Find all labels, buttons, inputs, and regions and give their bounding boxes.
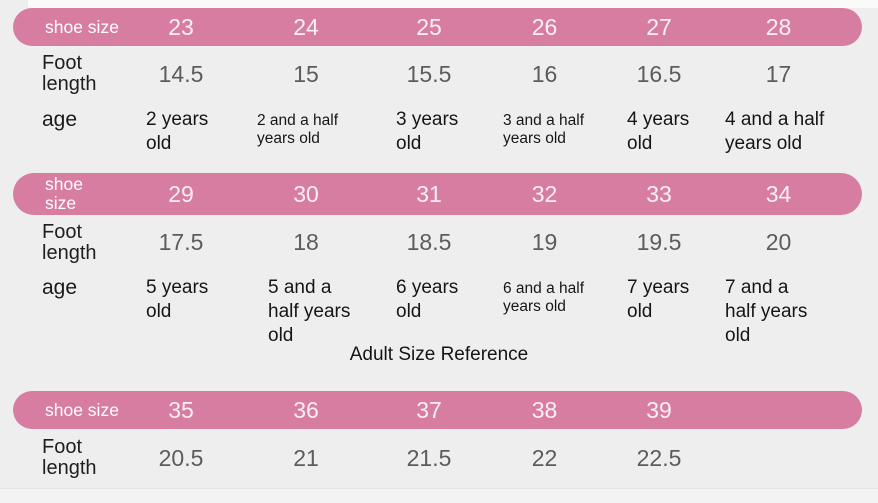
foot-length-row-2: Foot length 17.5 18 18.5 19 19.5 20 [0, 215, 840, 270]
age-cell: 5 and a half years old [268, 277, 351, 346]
size-cell: 29 [168, 180, 194, 207]
foot-length-cell: 21 [293, 444, 319, 471]
age-cell: 6 years old [396, 277, 459, 322]
size-cell: 27 [646, 13, 672, 40]
bottom-strip [0, 488, 878, 503]
foot-length-cell: 17 [765, 60, 792, 87]
size-cell: 28 [765, 13, 792, 40]
age-label: age [42, 108, 78, 131]
kids-size-table-2: shoe size 29 30 31 32 33 34 Foot length … [0, 173, 878, 346]
adult-size-title: Adult Size Reference [349, 344, 529, 365]
kids-size-table-1: shoe size 23 24 25 26 27 28 Foot length … [0, 8, 878, 162]
size-cell: 31 [416, 180, 442, 207]
shoe-size-header-row-1: shoe size 23 24 25 26 27 28 [0, 8, 878, 46]
top-strip [28, 0, 878, 8]
foot-length-cell: 22 [531, 444, 558, 471]
foot-length-cell: 21.5 [406, 444, 452, 471]
foot-length-cell: 20 [765, 229, 792, 255]
pink-header-bar [13, 8, 862, 46]
foot-length-row-1: Foot length 14.5 15 15.5 16 16.5 17 [0, 46, 840, 102]
shoe-size-header-row-3: shoe size 35 36 37 38 39 [0, 391, 878, 429]
size-cell: 25 [416, 13, 442, 40]
shoe-size-label: shoe size [45, 174, 83, 213]
foot-length-cell: 15 [293, 60, 319, 87]
age-cell: 3 years old [396, 109, 459, 154]
size-cell: 39 [646, 396, 672, 423]
size-cell: 38 [531, 396, 558, 423]
adult-size-table: shoe size 35 36 37 38 39 Foot length 20.… [0, 391, 878, 487]
pink-header-bar [13, 173, 862, 215]
foot-length-cell: 18.5 [406, 229, 452, 255]
age-cell: 5 years old [146, 277, 209, 322]
foot-length-cell: 15.5 [406, 60, 452, 87]
foot-length-cell: 22.5 [636, 444, 682, 471]
foot-length-cell: 19 [531, 229, 558, 255]
foot-length-cell: 18 [293, 229, 319, 255]
foot-length-cell: 19.5 [636, 229, 682, 255]
size-cell: 34 [765, 180, 792, 207]
foot-length-cell: 14.5 [158, 60, 204, 87]
foot-length-row-3: Foot length 20.5 21 21.5 22 22.5 [0, 429, 840, 487]
age-cell: 7 years old [627, 277, 690, 322]
age-cell: 3 and a half years old [503, 112, 585, 147]
foot-length-label: Foot length [42, 52, 97, 95]
pink-header-bar [13, 391, 862, 429]
size-cell: 26 [531, 13, 558, 40]
age-cell: 2 years old [146, 109, 209, 154]
age-cell: 7 and a half years old [725, 277, 808, 346]
size-cell: 30 [293, 180, 319, 207]
age-row-2: age 5 years old 5 and a half years old 6… [0, 270, 840, 346]
age-cell: 2 and a half years old [257, 112, 339, 147]
shoe-size-label: shoe size [45, 16, 119, 37]
size-cell: 24 [293, 13, 319, 40]
size-cell: 37 [416, 396, 442, 423]
foot-length-cell: 16.5 [636, 60, 682, 87]
shoe-size-label: shoe size [45, 399, 119, 420]
age-cell: 6 and a half years old [503, 280, 585, 315]
foot-length-cell: 16 [531, 60, 558, 87]
size-cell: 36 [293, 396, 319, 423]
foot-length-label: Foot length [42, 436, 97, 479]
age-row-1: age 2 years old 2 and a half years old 3… [0, 102, 840, 162]
size-cell: 33 [646, 180, 672, 207]
size-cell: 23 [168, 13, 194, 40]
shoe-size-header-row-2: shoe size 29 30 31 32 33 34 [0, 173, 878, 215]
age-label: age [42, 276, 78, 299]
age-cell: 4 and a half years old [725, 109, 825, 154]
foot-length-cell: 20.5 [158, 444, 204, 471]
size-cell: 35 [168, 396, 194, 423]
foot-length-cell: 17.5 [158, 229, 204, 255]
age-cell: 4 years old [627, 109, 690, 154]
foot-length-label: Foot length [42, 220, 97, 264]
size-cell: 32 [531, 180, 558, 207]
